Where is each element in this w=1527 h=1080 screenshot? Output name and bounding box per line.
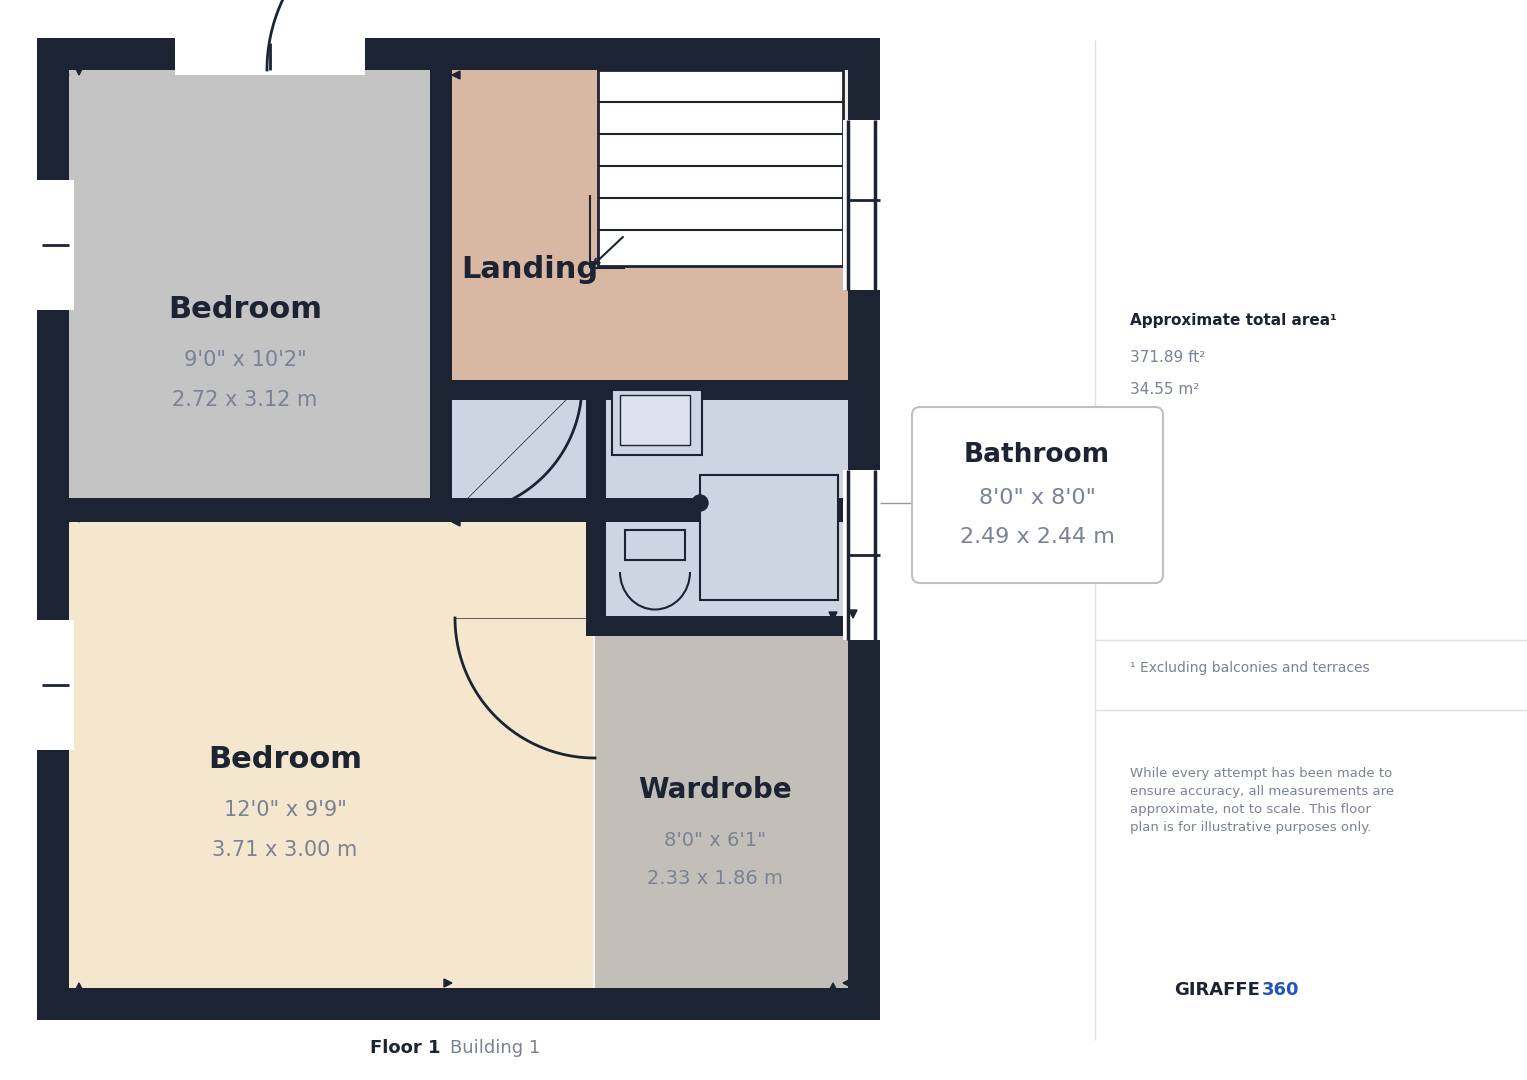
Text: 34.55 m²: 34.55 m²: [1130, 382, 1199, 397]
Bar: [586, 616, 847, 636]
Bar: [612, 390, 702, 455]
Text: GIRAFFE: GIRAFFE: [1174, 981, 1260, 999]
Text: Bathroom: Bathroom: [964, 442, 1110, 468]
Polygon shape: [75, 514, 82, 522]
Polygon shape: [452, 71, 460, 79]
Text: Approximate total area¹: Approximate total area¹: [1130, 312, 1336, 327]
Bar: [37, 38, 880, 1020]
Text: Landing: Landing: [461, 256, 599, 284]
Text: 12'0" x 9'9": 12'0" x 9'9": [223, 800, 347, 820]
Bar: [586, 384, 606, 635]
Bar: [452, 498, 588, 522]
Text: Bedroom: Bedroom: [208, 745, 362, 774]
Bar: [431, 70, 452, 510]
Polygon shape: [432, 507, 440, 514]
Text: 8'0" x 8'0": 8'0" x 8'0": [979, 488, 1095, 508]
Bar: [37, 620, 73, 750]
Bar: [69, 498, 847, 522]
Circle shape: [692, 495, 709, 511]
Bar: [452, 70, 847, 500]
Text: 371.89 ft²: 371.89 ft²: [1130, 351, 1205, 365]
Polygon shape: [61, 71, 69, 79]
Bar: [599, 70, 843, 266]
Text: Bedroom: Bedroom: [168, 296, 322, 324]
Bar: [69, 519, 592, 988]
Bar: [625, 530, 686, 561]
Text: ¹ Excluding balconies and terraces: ¹ Excluding balconies and terraces: [1130, 661, 1370, 675]
Polygon shape: [843, 978, 851, 987]
Polygon shape: [829, 612, 837, 620]
Text: While every attempt has been made to
ensure accuracy, all measurements are
appro: While every attempt has been made to ens…: [1130, 767, 1394, 834]
Polygon shape: [849, 384, 857, 393]
Bar: [596, 384, 847, 625]
Text: 9'0" x 10'2": 9'0" x 10'2": [183, 350, 307, 370]
Polygon shape: [444, 978, 452, 987]
Polygon shape: [61, 518, 69, 526]
Bar: [599, 70, 847, 265]
Text: Floor 1: Floor 1: [370, 1039, 440, 1057]
Text: Building 1: Building 1: [450, 1039, 541, 1057]
Text: 360: 360: [1261, 981, 1299, 999]
Bar: [176, 38, 365, 75]
Bar: [69, 70, 431, 498]
Bar: [843, 470, 880, 640]
Text: Wardrobe: Wardrobe: [638, 777, 793, 804]
Text: 3.71 x 3.00 m: 3.71 x 3.00 m: [212, 840, 357, 860]
Text: 8'0" x 6'1": 8'0" x 6'1": [664, 831, 767, 850]
Bar: [452, 384, 847, 625]
Bar: [452, 70, 847, 510]
FancyBboxPatch shape: [912, 407, 1164, 583]
Text: 2.49 x 2.44 m: 2.49 x 2.44 m: [959, 527, 1115, 546]
Text: 2.72 x 3.12 m: 2.72 x 3.12 m: [173, 390, 318, 410]
Polygon shape: [75, 983, 82, 991]
Polygon shape: [61, 507, 69, 514]
Bar: [452, 380, 847, 400]
Bar: [843, 120, 880, 291]
Polygon shape: [849, 610, 857, 618]
Polygon shape: [829, 983, 837, 991]
Bar: [596, 620, 847, 988]
Bar: [699, 475, 838, 600]
Bar: [69, 70, 847, 988]
Bar: [37, 180, 73, 310]
Bar: [620, 395, 690, 445]
Polygon shape: [75, 67, 82, 75]
Polygon shape: [452, 518, 460, 526]
Text: 2.33 x 1.86 m: 2.33 x 1.86 m: [647, 868, 783, 888]
Polygon shape: [75, 500, 82, 508]
